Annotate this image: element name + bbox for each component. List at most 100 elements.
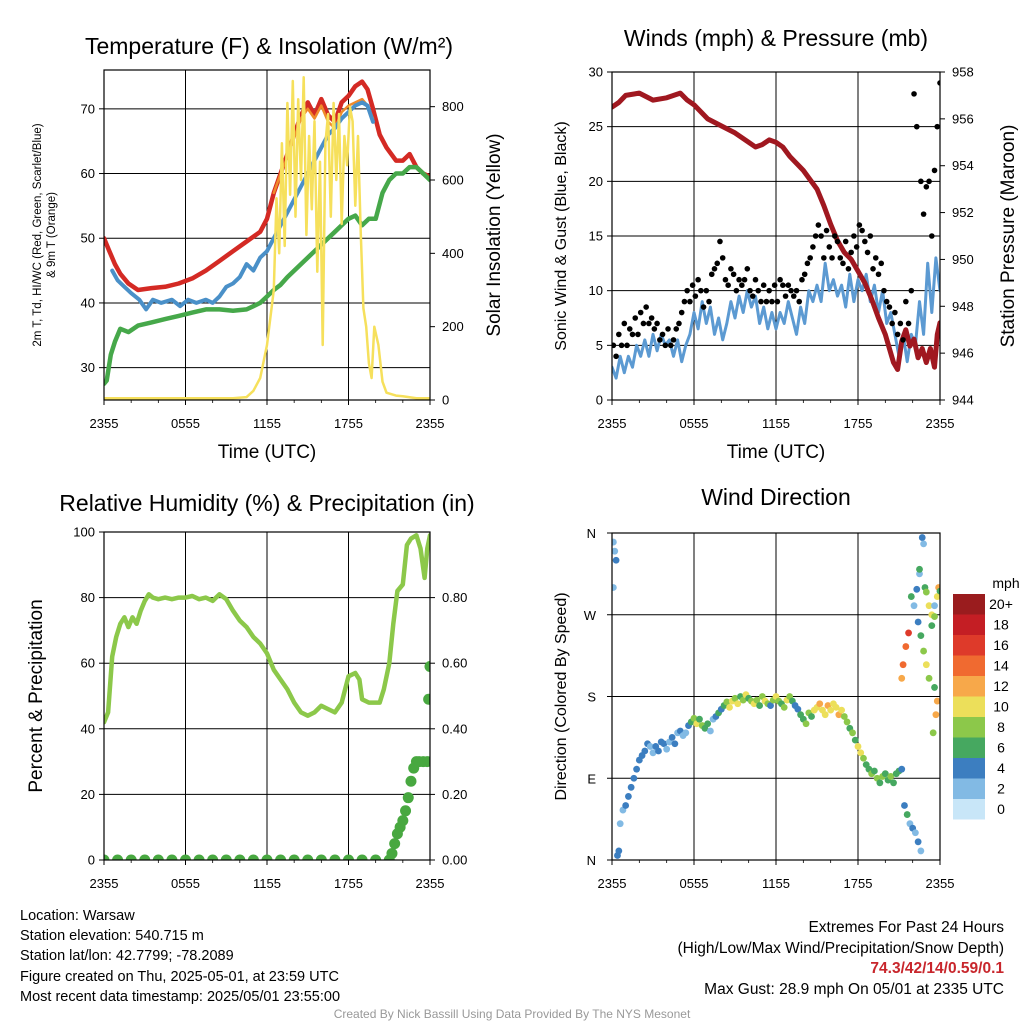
gust-point <box>722 276 729 283</box>
direction-point <box>843 718 851 726</box>
direction-point <box>612 584 617 591</box>
direction-tick-label: S <box>587 690 596 705</box>
y2-tick-label: 0.60 <box>442 656 467 671</box>
y-tick-label: 50 <box>81 231 95 246</box>
direction-point <box>912 829 919 837</box>
x-tick-label: 0555 <box>171 876 200 891</box>
y-axis-label: Percent & Precipitation <box>26 599 47 792</box>
x-axis-label: Time (UTC) <box>727 442 826 463</box>
direction-point <box>931 684 938 691</box>
gust-point <box>678 309 685 316</box>
x-axis-label: Time (UTC) <box>218 442 317 463</box>
y-tick-label: 40 <box>81 295 95 310</box>
precip-point <box>423 693 430 705</box>
gust-point <box>736 276 742 283</box>
gust-point <box>845 266 852 272</box>
gust-point <box>648 315 655 321</box>
legend-swatch <box>953 778 985 799</box>
gust-point <box>862 238 868 245</box>
gust-point <box>801 271 808 278</box>
direction-tick-label: N <box>587 853 596 868</box>
gust-point <box>812 233 819 239</box>
gust-point <box>676 320 682 327</box>
gust-point <box>821 255 827 261</box>
y-tick-label: 30 <box>81 360 95 375</box>
direction-point <box>641 747 649 755</box>
direction-point <box>739 696 747 704</box>
precip-point <box>386 847 398 859</box>
direction-point <box>920 540 927 548</box>
y-tick-label: 5 <box>596 338 603 353</box>
gust-point <box>894 331 901 338</box>
direction-point <box>756 702 763 709</box>
gust-point <box>725 282 731 289</box>
gust-point <box>848 249 854 256</box>
direction-point <box>649 749 657 757</box>
legend-swatch <box>953 594 985 615</box>
y2-tick-label: 0.80 <box>442 590 467 605</box>
x-tick-label: 1755 <box>334 876 363 891</box>
direction-point <box>734 700 742 708</box>
gust-point <box>872 255 879 261</box>
gust-point <box>703 287 710 294</box>
direction-point <box>616 820 624 828</box>
direction-point <box>671 740 679 748</box>
gust-point <box>782 293 789 299</box>
direction-point <box>931 613 938 620</box>
winds-plot-area <box>612 80 940 380</box>
x-tick-label: 1155 <box>762 416 790 431</box>
legend-swatch <box>953 696 985 717</box>
precip-point <box>166 854 178 860</box>
precip-point <box>193 854 205 860</box>
x-tick-label: 1155 <box>253 416 281 431</box>
direction-point <box>615 847 623 855</box>
direction-tick-label: N <box>587 526 596 541</box>
y2-tick-label: 950 <box>952 252 974 267</box>
x-tick-label: 0555 <box>680 876 709 891</box>
direction-point <box>887 773 895 780</box>
rh-series-line <box>104 533 430 725</box>
y2-axis-label: Station Pressure (Maroon) <box>998 125 1019 348</box>
gust-point <box>823 227 830 234</box>
gust-point <box>918 178 924 185</box>
x-tick-label: 2355 <box>598 416 627 431</box>
gust-point <box>815 222 822 228</box>
precip-point <box>424 660 430 672</box>
gust-point <box>624 342 630 349</box>
direction-point <box>851 736 859 744</box>
direction-point <box>753 696 761 704</box>
precip-point <box>302 854 314 860</box>
direction-point <box>627 783 635 791</box>
legend-label: 4 <box>997 760 1005 776</box>
direction-point <box>794 705 802 713</box>
direction-point <box>890 779 897 787</box>
y2-tick-label: 946 <box>952 346 974 361</box>
y2-tick-label: 952 <box>952 205 974 220</box>
direction-point <box>802 720 810 728</box>
gust-point <box>793 287 800 294</box>
chart-title: Relative Humidity (%) & Precipitation (i… <box>59 490 474 516</box>
temperature-plot-area <box>104 76 430 400</box>
gust-point <box>692 293 699 299</box>
x-tick-label: 0555 <box>171 416 200 431</box>
legend-swatch <box>953 614 985 635</box>
gust-point <box>842 238 849 245</box>
gust-point <box>788 287 794 294</box>
gust-point <box>804 260 811 267</box>
y2-tick-label: 944 <box>952 393 974 408</box>
wind_direction-plot-area <box>612 534 940 859</box>
gust-point <box>878 260 885 267</box>
gust-point <box>774 298 781 305</box>
precip-point <box>275 854 287 860</box>
direction-point <box>660 740 668 748</box>
station-info: Location: Warsaw Station elevation: 540.… <box>20 906 340 1007</box>
gust-point <box>934 123 940 130</box>
y2-tick-label: 0.40 <box>442 721 467 736</box>
gust-point <box>632 315 639 321</box>
gust-point <box>867 233 874 239</box>
gust-point <box>900 337 906 343</box>
direction-point <box>917 632 925 640</box>
y-tick-label: 0 <box>88 853 95 868</box>
precip-point <box>315 854 327 860</box>
